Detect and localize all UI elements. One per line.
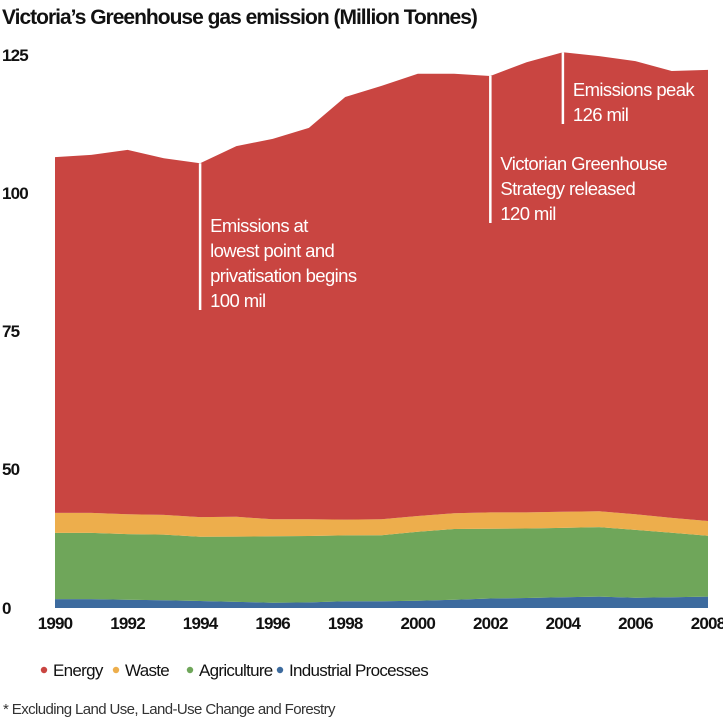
area-agriculture <box>55 527 708 603</box>
annotations-layer: Emissions at lowest point and privatisatio… <box>198 52 696 311</box>
legend-dot-icon <box>112 666 120 674</box>
x-tick-label: 1994 <box>183 614 219 633</box>
legend-item-energy: Energy <box>40 661 105 680</box>
y-axis: 0 50 75 100 125 <box>2 46 29 618</box>
area-industrial-processes <box>55 596 708 608</box>
annotation-text: 120 mil <box>500 203 555 224</box>
annotation-text: Strategy released <box>500 178 635 199</box>
area-waste <box>55 511 708 537</box>
y-tick-label: 125 <box>2 46 28 65</box>
y-tick-label: 50 <box>2 460 20 479</box>
areas-layer <box>55 52 708 608</box>
legend-item-industrial-processes: Industrial Processes <box>276 661 429 680</box>
x-tick-label: 1996 <box>255 614 290 633</box>
x-axis: 1990 1992 1994 1996 1998 2000 2002 2004 2006 2008 <box>38 614 723 633</box>
x-tick-label: 1992 <box>110 614 145 633</box>
x-tick-label: 2002 <box>473 614 508 633</box>
legend-label: Energy <box>53 661 104 680</box>
annotation-text: 100 mil <box>210 290 265 311</box>
legend-label: Agriculture <box>199 661 273 680</box>
annotation-text: 126 mil <box>573 104 628 125</box>
chart-title: Victoria’s Greenhouse gas emission (Mill… <box>2 6 477 29</box>
legend-dot-icon <box>186 666 194 674</box>
legend-dot-icon <box>40 666 48 674</box>
x-tick-label: 2000 <box>400 614 435 633</box>
y-tick-label: 0 <box>2 599 11 618</box>
legend-item-agriculture: Agriculture <box>186 661 274 680</box>
annotation-text: lowest point and <box>210 240 334 261</box>
legend-label: Waste <box>125 661 169 680</box>
x-tick-label: 2004 <box>546 614 582 633</box>
legend-dot-icon <box>276 666 284 674</box>
y-tick-label: 75 <box>2 322 20 341</box>
annotation-text: Emissions at <box>210 215 308 236</box>
x-tick-label: 1998 <box>328 614 363 633</box>
annotation-text: Victorian Greenhouse <box>500 153 667 174</box>
x-tick-label: 1990 <box>38 614 73 633</box>
footnote: * Excluding Land Use, Land-Use Change an… <box>3 701 336 718</box>
x-tick-label: 2008 <box>691 614 723 633</box>
legend-item-waste: Waste <box>112 661 170 680</box>
y-tick-label: 100 <box>2 184 28 203</box>
x-tick-label: 2006 <box>618 614 653 633</box>
legend: Energy Waste Agriculture Industrial Process… <box>40 661 429 680</box>
area-energy <box>55 52 708 521</box>
annotation-text: Emissions peak <box>573 79 696 100</box>
annotation-text: privatisation begins <box>210 265 357 286</box>
legend-label: Industrial Processes <box>289 661 428 680</box>
